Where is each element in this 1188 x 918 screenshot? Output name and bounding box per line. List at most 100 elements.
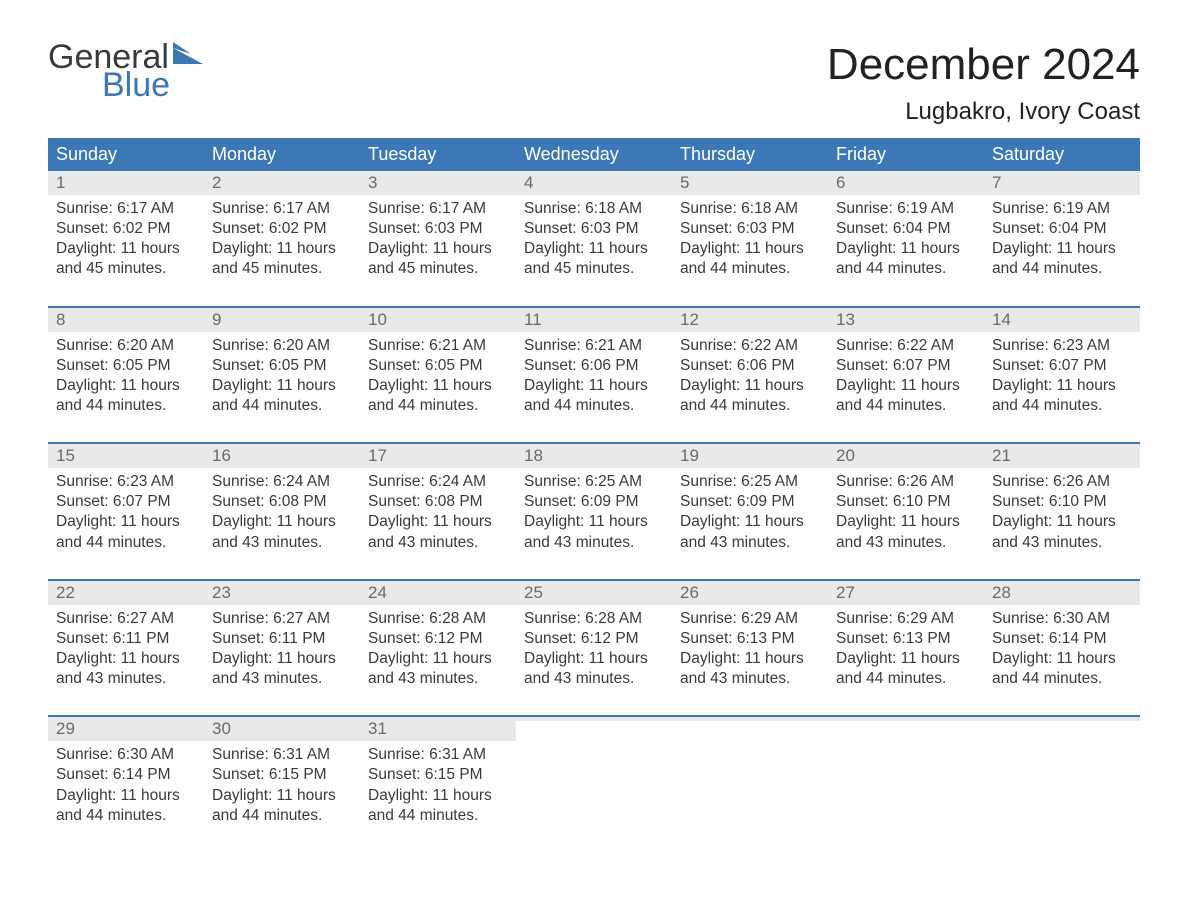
daylight-line2: and 44 minutes. [680,259,820,279]
daylight-line1: Daylight: 11 hours [524,239,664,259]
day-cell [828,717,984,830]
day-cell: 4Sunrise: 6:18 AMSunset: 6:03 PMDaylight… [516,171,672,284]
day-number: 3 [360,171,516,195]
day-details: Sunrise: 6:25 AMSunset: 6:09 PMDaylight:… [672,468,828,557]
day-cell: 29Sunrise: 6:30 AMSunset: 6:14 PMDayligh… [48,717,204,830]
sunrise-text: Sunrise: 6:19 AM [992,199,1132,219]
sunset-text: Sunset: 6:11 PM [56,629,196,649]
day-number: 21 [984,444,1140,468]
daylight-line2: and 43 minutes. [992,533,1132,553]
daylight-line2: and 44 minutes. [992,396,1132,416]
day-number: 25 [516,581,672,605]
daylight-line1: Daylight: 11 hours [212,376,352,396]
day-number: 2 [204,171,360,195]
week-row: 15Sunrise: 6:23 AMSunset: 6:07 PMDayligh… [48,442,1140,557]
day-details: Sunrise: 6:29 AMSunset: 6:13 PMDaylight:… [672,605,828,694]
daylight-line1: Daylight: 11 hours [56,239,196,259]
daylight-line2: and 44 minutes. [368,396,508,416]
day-cell: 2Sunrise: 6:17 AMSunset: 6:02 PMDaylight… [204,171,360,284]
daylight-line2: and 44 minutes. [56,533,196,553]
sunset-text: Sunset: 6:15 PM [212,765,352,785]
day-number: 7 [984,171,1140,195]
daylight-line2: and 44 minutes. [836,396,976,416]
day-number: 6 [828,171,984,195]
sunset-text: Sunset: 6:04 PM [992,219,1132,239]
header: General Blue December 2024 Lugbakro, Ivo… [48,40,1140,126]
day-details: Sunrise: 6:30 AMSunset: 6:14 PMDaylight:… [984,605,1140,694]
sunrise-text: Sunrise: 6:30 AM [992,609,1132,629]
day-cell: 31Sunrise: 6:31 AMSunset: 6:15 PMDayligh… [360,717,516,830]
sunset-text: Sunset: 6:05 PM [368,356,508,376]
day-details: Sunrise: 6:17 AMSunset: 6:02 PMDaylight:… [204,195,360,284]
sunrise-text: Sunrise: 6:27 AM [212,609,352,629]
sunset-text: Sunset: 6:10 PM [992,492,1132,512]
day-number: 16 [204,444,360,468]
sunrise-text: Sunrise: 6:26 AM [836,472,976,492]
day-details: Sunrise: 6:17 AMSunset: 6:03 PMDaylight:… [360,195,516,284]
day-cell: 28Sunrise: 6:30 AMSunset: 6:14 PMDayligh… [984,581,1140,694]
sunrise-text: Sunrise: 6:24 AM [212,472,352,492]
sunset-text: Sunset: 6:05 PM [56,356,196,376]
daylight-line1: Daylight: 11 hours [680,376,820,396]
daylight-line2: and 43 minutes. [524,669,664,689]
title-block: December 2024 Lugbakro, Ivory Coast [827,40,1140,126]
day-details: Sunrise: 6:23 AMSunset: 6:07 PMDaylight:… [48,468,204,557]
day-cell: 13Sunrise: 6:22 AMSunset: 6:07 PMDayligh… [828,308,984,421]
daylight-line1: Daylight: 11 hours [368,239,508,259]
flag-icon [173,42,203,68]
sunrise-text: Sunrise: 6:24 AM [368,472,508,492]
weekday-header: Saturday [984,138,1140,171]
day-details: Sunrise: 6:26 AMSunset: 6:10 PMDaylight:… [984,468,1140,557]
day-cell: 1Sunrise: 6:17 AMSunset: 6:02 PMDaylight… [48,171,204,284]
sunset-text: Sunset: 6:06 PM [680,356,820,376]
day-number: 31 [360,717,516,741]
sunset-text: Sunset: 6:07 PM [56,492,196,512]
sunset-text: Sunset: 6:09 PM [524,492,664,512]
sunset-text: Sunset: 6:12 PM [524,629,664,649]
day-cell: 14Sunrise: 6:23 AMSunset: 6:07 PMDayligh… [984,308,1140,421]
day-details: Sunrise: 6:27 AMSunset: 6:11 PMDaylight:… [48,605,204,694]
sunrise-text: Sunrise: 6:25 AM [680,472,820,492]
week-row: 1Sunrise: 6:17 AMSunset: 6:02 PMDaylight… [48,171,1140,284]
sunset-text: Sunset: 6:14 PM [56,765,196,785]
sunrise-text: Sunrise: 6:21 AM [524,336,664,356]
day-cell: 12Sunrise: 6:22 AMSunset: 6:06 PMDayligh… [672,308,828,421]
day-details: Sunrise: 6:24 AMSunset: 6:08 PMDaylight:… [360,468,516,557]
sunrise-text: Sunrise: 6:17 AM [56,199,196,219]
day-cell: 3Sunrise: 6:17 AMSunset: 6:03 PMDaylight… [360,171,516,284]
daylight-line1: Daylight: 11 hours [836,376,976,396]
day-cell: 7 Sunrise: 6:19 AMSunset: 6:04 PMDaylight… [984,171,1140,284]
day-details: Sunrise: 6:18 AMSunset: 6:03 PMDaylight:… [516,195,672,284]
sunset-text: Sunset: 6:13 PM [836,629,976,649]
sunrise-text: Sunrise: 6:21 AM [368,336,508,356]
day-details: Sunrise: 6:20 AMSunset: 6:05 PMDaylight:… [48,332,204,421]
sunrise-text: Sunrise: 6:31 AM [368,745,508,765]
daylight-line1: Daylight: 11 hours [368,649,508,669]
month-title: December 2024 [827,40,1140,90]
daylight-line1: Daylight: 11 hours [368,786,508,806]
sunset-text: Sunset: 6:12 PM [368,629,508,649]
daylight-line2: and 43 minutes. [836,533,976,553]
day-cell: 15Sunrise: 6:23 AMSunset: 6:07 PMDayligh… [48,444,204,557]
daylight-line2: and 45 minutes. [56,259,196,279]
sunrise-text: Sunrise: 6:27 AM [56,609,196,629]
daylight-line1: Daylight: 11 hours [992,239,1132,259]
day-number: 20 [828,444,984,468]
daylight-line1: Daylight: 11 hours [368,376,508,396]
day-number: 19 [672,444,828,468]
daylight-line2: and 45 minutes. [524,259,664,279]
weeks-container: 1Sunrise: 6:17 AMSunset: 6:02 PMDaylight… [48,171,1140,830]
sunrise-text: Sunrise: 6:20 AM [56,336,196,356]
daylight-line1: Daylight: 11 hours [680,649,820,669]
daylight-line2: and 44 minutes. [56,806,196,826]
day-details: Sunrise: 6:22 AMSunset: 6:06 PMDaylight:… [672,332,828,421]
day-number: 1 [48,171,204,195]
sunrise-text: Sunrise: 6:29 AM [836,609,976,629]
sunrise-text: Sunrise: 6:23 AM [992,336,1132,356]
week-row: 8Sunrise: 6:20 AMSunset: 6:05 PMDaylight… [48,306,1140,421]
day-number: 29 [48,717,204,741]
day-number: 9 [204,308,360,332]
day-details [516,721,672,729]
day-cell: 6Sunrise: 6:19 AMSunset: 6:04 PMDaylight… [828,171,984,284]
day-cell: 25Sunrise: 6:28 AMSunset: 6:12 PMDayligh… [516,581,672,694]
